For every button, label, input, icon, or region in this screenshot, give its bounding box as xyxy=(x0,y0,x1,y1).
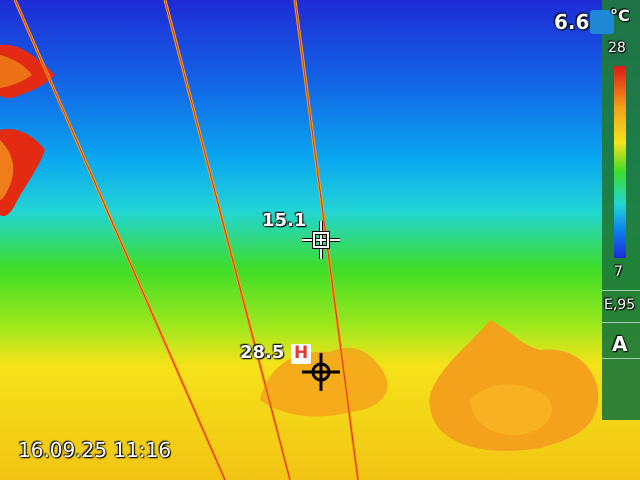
color-scale-bar xyxy=(614,66,626,258)
emissivity-label: E,95 xyxy=(604,297,636,313)
tree-foliage xyxy=(0,44,55,217)
hot-badge-letter: H xyxy=(294,343,309,363)
hot-spot-temperature: 28.5 xyxy=(240,342,285,363)
scale-max-label: 28 xyxy=(608,40,626,56)
warm-clouds xyxy=(260,320,599,451)
panel-divider xyxy=(602,290,640,291)
panel-divider xyxy=(602,322,640,323)
center-temperature: 6.6 xyxy=(554,10,590,34)
timestamp: 16.09.25 11:16 xyxy=(18,438,172,462)
crosshair-icon xyxy=(302,221,340,259)
scale-min-label: 7 xyxy=(614,264,623,280)
unit-badge xyxy=(590,10,614,34)
mode-label: A xyxy=(612,332,628,356)
center-spot-temperature: 15.1 xyxy=(262,210,307,231)
unit-label: °C xyxy=(610,6,630,25)
panel-divider xyxy=(602,358,640,359)
hot-spot-crosshair-icon xyxy=(302,353,340,391)
h-badge-icon xyxy=(291,344,311,364)
